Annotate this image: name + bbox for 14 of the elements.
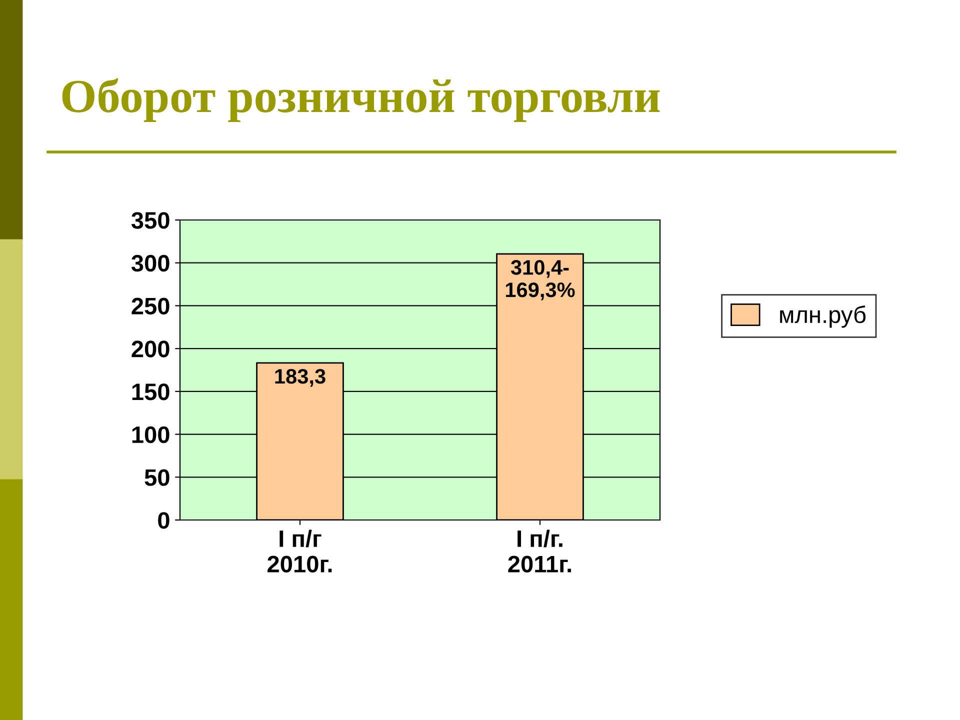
y-tick-label: 0 [158,512,170,529]
y-tick-label: 50 [144,469,170,486]
y-tick-label: 300 [131,254,170,272]
y-tick-label: 150 [132,383,170,400]
data-label: 310,4- 169,3% [506,260,575,300]
y-tick-label: 200 [132,340,170,358]
x-tick-label: I п/г 2010г. [268,530,332,572]
chart-title: Оборот розничной торговли [62,78,660,122]
data-label: 183,3 [275,368,326,387]
legend-label: млн.руб [780,306,866,328]
y-tick-label: 350 [131,212,170,229]
y-tick-label: 100 [132,426,170,444]
x-tick-label: I п/г. 2011г. [508,530,572,572]
y-tick-label: 250 [132,298,170,314]
